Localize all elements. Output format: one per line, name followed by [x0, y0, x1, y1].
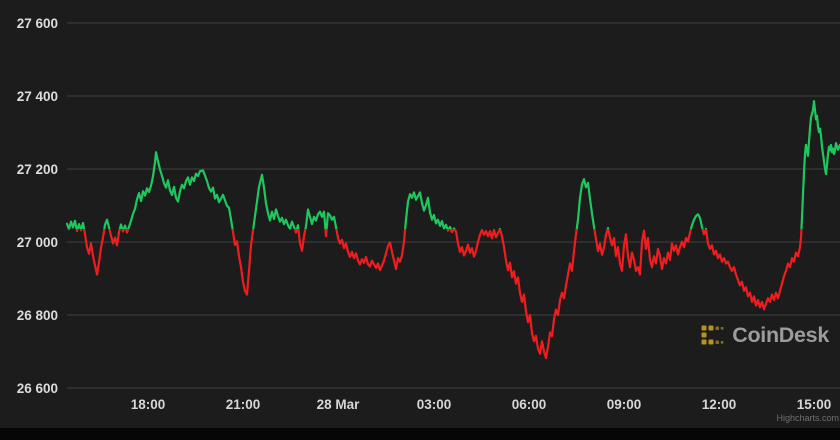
price-line-down-segment — [67, 229, 803, 360]
highcharts-credit-link[interactable]: Highcharts.com — [776, 413, 839, 423]
coindesk-logo: CoinDesk — [701, 321, 829, 349]
y-axis-label: 27 600 — [17, 16, 58, 31]
x-axis-label: 06:00 — [512, 397, 547, 412]
y-axis-label: 26 800 — [17, 308, 58, 323]
y-axis-label: 27 000 — [17, 235, 58, 250]
x-axis-label: 09:00 — [607, 397, 642, 412]
x-axis-label: 12:00 — [702, 397, 737, 412]
bottom-bar — [0, 428, 840, 440]
x-axis-label: 28 Mar — [317, 397, 361, 412]
coindesk-wordmark: CoinDesk — [732, 323, 829, 347]
x-axis-label: 03:00 — [417, 397, 452, 412]
x-axis-label: 21:00 — [226, 397, 261, 412]
y-axis-label: 27 200 — [17, 162, 58, 177]
y-axis-label: 26 600 — [17, 381, 58, 396]
coindesk-icon — [701, 323, 725, 347]
y-axis-label: 27 400 — [17, 89, 58, 104]
x-axis-label: 15:00 — [797, 397, 832, 412]
x-axis-label: 18:00 — [131, 397, 166, 412]
price-line-up-segment — [65, 100, 840, 230]
